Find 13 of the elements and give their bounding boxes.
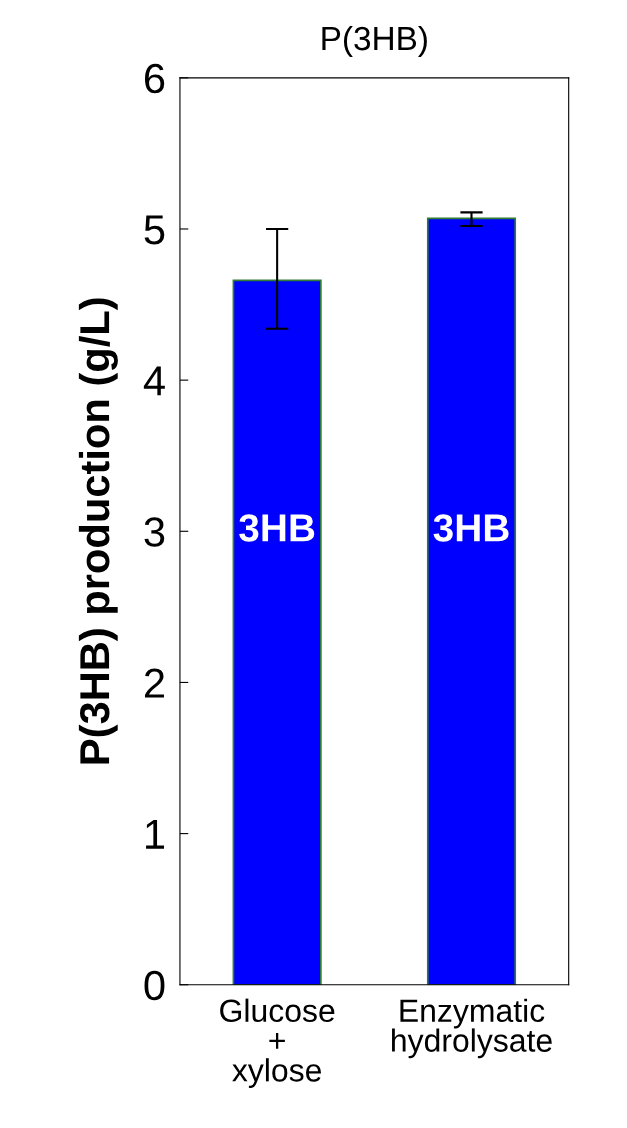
annotation: 3HB [433,514,509,542]
y-axis-title: P(3HB) production (g/L) [78,298,118,764]
y-tick-label: 1 [146,820,165,849]
y-tick-label: 5 [144,215,165,245]
annotation: 3HB [239,514,315,542]
chart-title: P(3HB) [322,25,427,57]
y-tick-label: 4 [143,366,165,396]
x-tick-label: Enzymatic hydrolysate [392,998,552,1059]
y-tick-label: 0 [144,970,165,1001]
y-tick-label: 2 [144,668,164,698]
y-tick-label: 6 [145,63,165,94]
y-tick-label: 3 [144,517,165,547]
x-tick-label: Glucose + xylose [220,998,335,1088]
